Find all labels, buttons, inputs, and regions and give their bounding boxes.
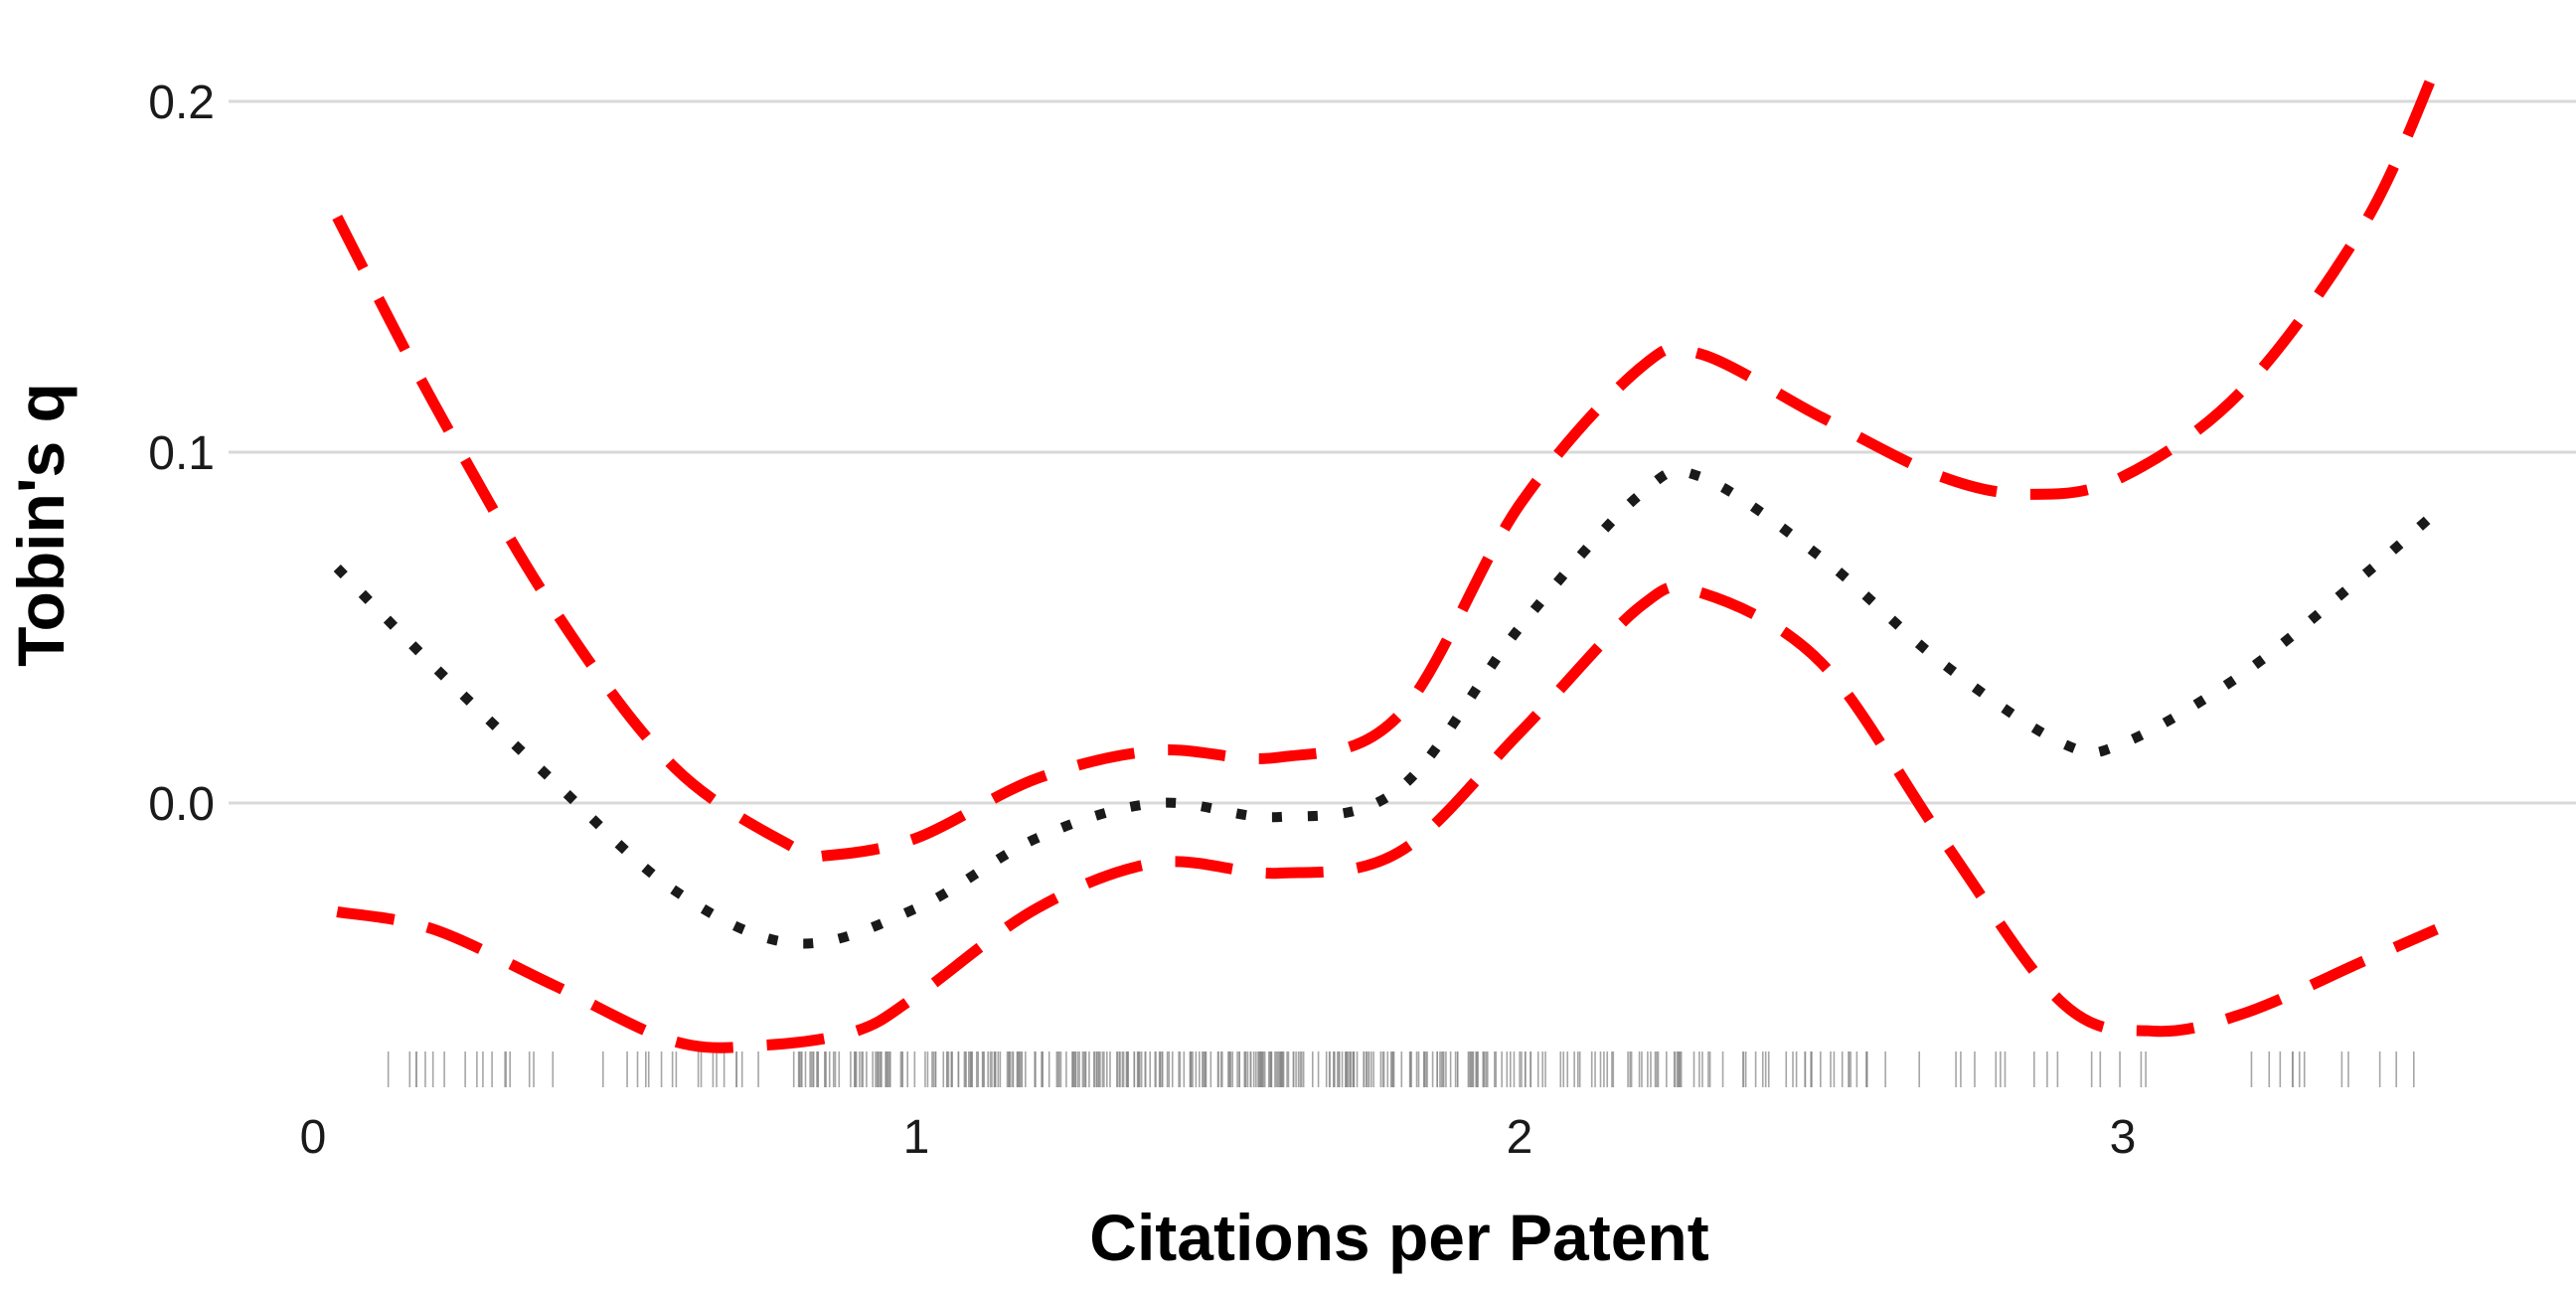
- x-tick-label: 1: [903, 1111, 930, 1164]
- x-axis-title: Citations per Patent: [1089, 1201, 1708, 1274]
- x-tick-label: 3: [2110, 1111, 2137, 1164]
- rug-plot: [387, 1051, 2415, 1087]
- x-axis-ticks: 0 1 2 3: [300, 1111, 2137, 1164]
- y-axis-ticks: 0.0 0.1 0.2: [148, 77, 215, 831]
- y-tick-label: 0.0: [148, 778, 215, 831]
- series-estimate: [333, 465, 2440, 949]
- y-axis-title: Tobin's q: [4, 383, 78, 667]
- series-lines: [332, 64, 2442, 1053]
- series-upper-bound: [332, 64, 2442, 865]
- x-tick-label: 2: [1507, 1111, 1533, 1164]
- y-tick-label: 0.1: [148, 427, 215, 480]
- gridlines: [229, 99, 2576, 805]
- series-lower-bound: [336, 580, 2439, 1053]
- x-tick-label: 0: [300, 1111, 327, 1164]
- y-tick-label: 0.2: [148, 77, 215, 129]
